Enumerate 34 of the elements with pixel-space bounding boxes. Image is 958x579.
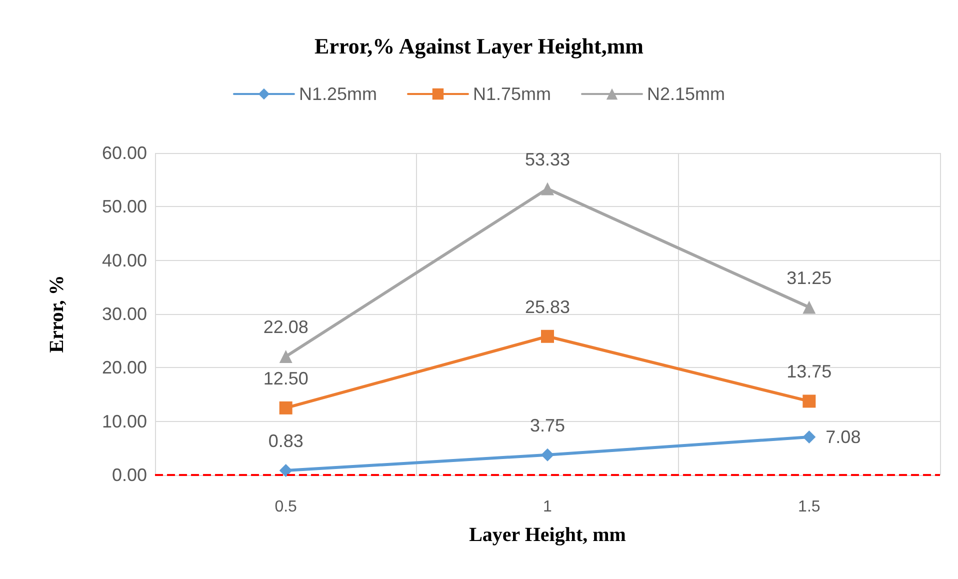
point <box>279 464 292 478</box>
point <box>802 394 816 408</box>
data-label: 13.75 <box>786 362 832 382</box>
legend-label: N1.25mm <box>298 84 377 104</box>
point <box>802 300 816 314</box>
legend-label: N2.15mm <box>647 84 726 104</box>
data-label: 7.08 <box>826 427 861 448</box>
y-tick-label: 60.00 <box>102 143 147 163</box>
x-tick-label: 0.5 <box>274 498 298 516</box>
point <box>279 401 292 414</box>
y-tick-label: 0.00 <box>112 465 147 485</box>
y-tick-label: 20.00 <box>102 358 147 378</box>
data-label: 22.08 <box>263 317 308 338</box>
point <box>541 330 554 343</box>
data-label: 12.50 <box>263 368 308 388</box>
point <box>541 182 554 196</box>
y-tick-label: 50.00 <box>102 196 147 217</box>
point <box>279 350 292 364</box>
data-label: 25.83 <box>524 296 570 317</box>
y-tick-label: 40.00 <box>102 250 147 270</box>
data-label: 53.33 <box>524 149 570 170</box>
x-tick-label: 1 <box>543 498 552 516</box>
legend-label: N1.75mm <box>472 84 552 104</box>
y-axis-title: Error, % <box>46 275 68 353</box>
data-label: 3.75 <box>530 415 566 436</box>
x-tick-label: 1.5 <box>798 498 820 516</box>
x-axis-title: Layer Height, mm <box>469 524 626 546</box>
y-tick-label: 10.00 <box>102 411 147 432</box>
data-label: 31.25 <box>786 268 832 288</box>
chart-title: Error,% Against Layer Height,mm <box>314 34 644 58</box>
y-tick-label: 30.00 <box>102 304 147 324</box>
point <box>541 448 554 462</box>
data-label: 0.83 <box>268 431 304 452</box>
point <box>802 430 816 444</box>
